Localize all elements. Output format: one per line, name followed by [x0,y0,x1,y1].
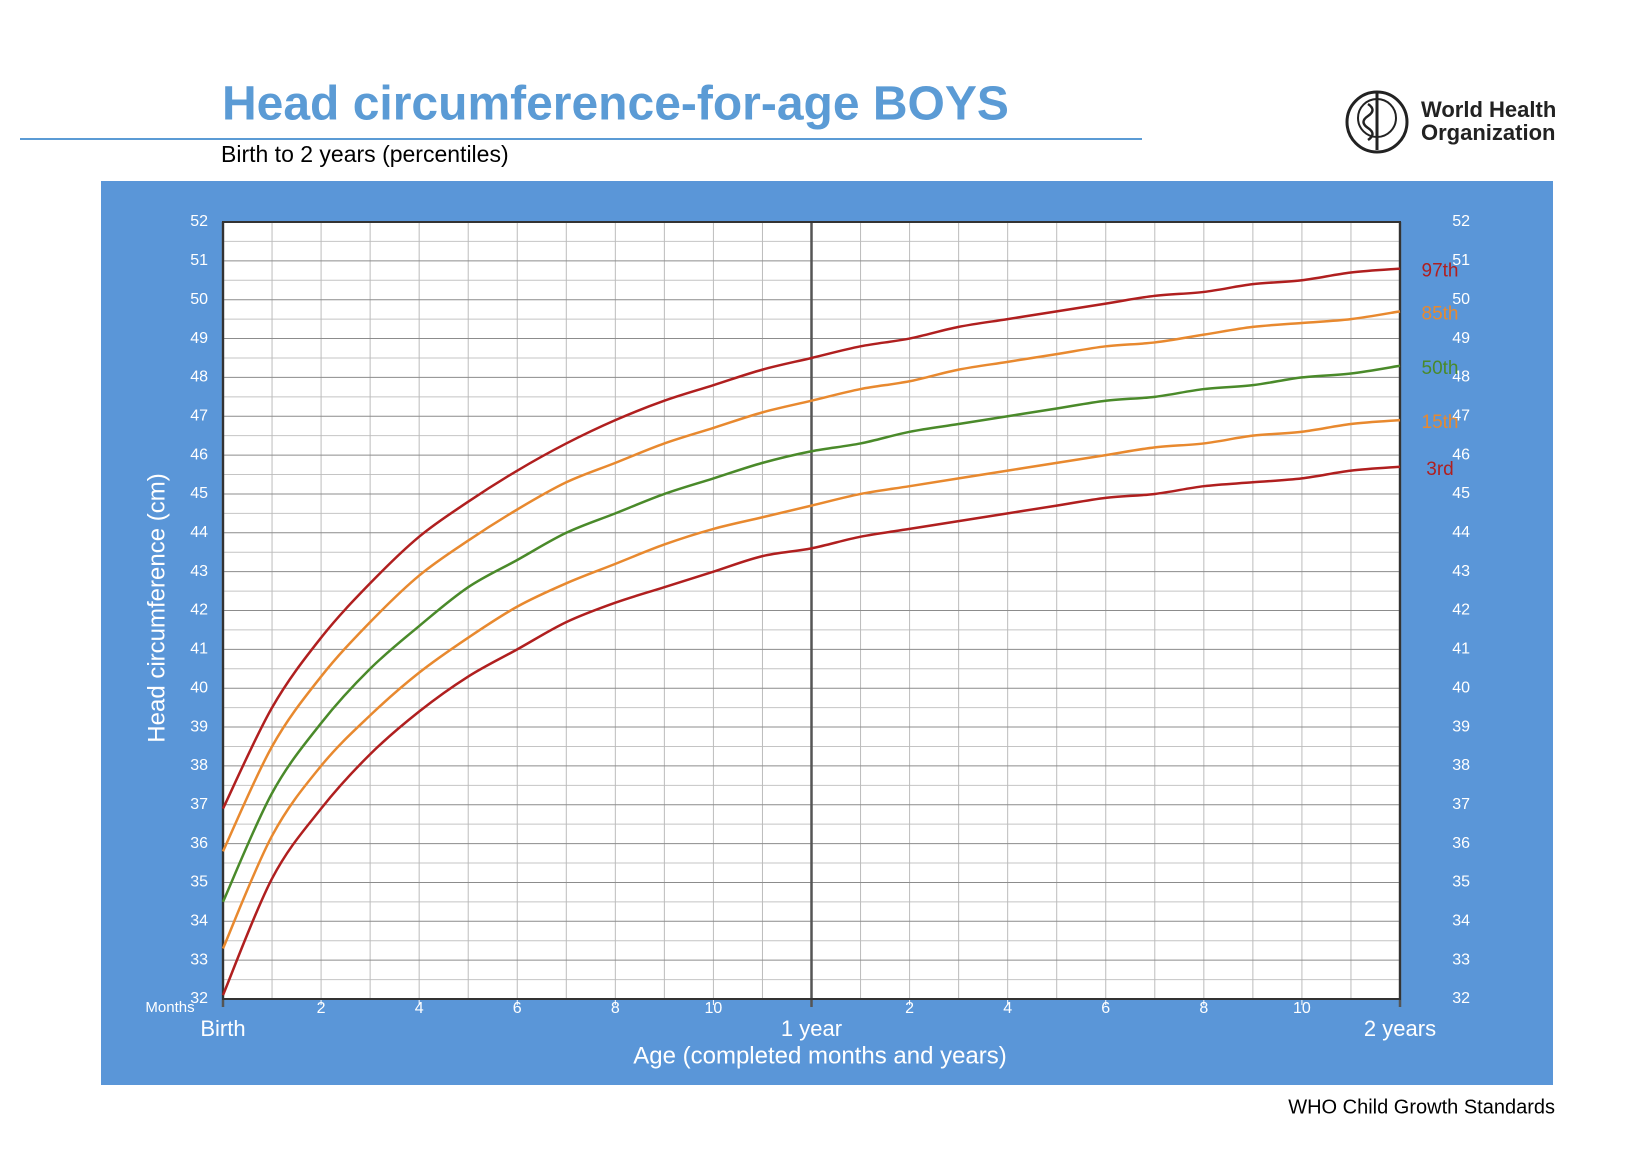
x-axis-title: Age (completed months and years) [633,1042,1007,1069]
x-major-label: 1 year [781,1016,842,1041]
who-logo [1345,90,1409,154]
x-tick-label: 6 [1101,1000,1110,1017]
y-tick-label-right: 44 [1452,524,1470,541]
y-tick-label-right: 32 [1452,990,1470,1007]
y-tick-label: 42 [190,602,208,619]
y-tick-label: 37 [190,796,208,813]
x-tick-label: 8 [611,1000,620,1017]
y-tick-label-right: 52 [1452,213,1470,230]
org-name: World Health [1421,97,1556,122]
x-unit-label: Months [145,999,194,1016]
percentile-line [221,267,1401,810]
series-label: 3rd [1426,459,1453,480]
x-tick-label: 4 [415,1000,424,1017]
y-tick-label-right: 42 [1452,602,1470,619]
y-tick-label-right: 50 [1452,291,1470,308]
y-tick-label: 50 [190,291,208,308]
y-tick-label: 36 [190,835,208,852]
x-tick-label: 10 [1293,1000,1311,1017]
y-tick-label: 32 [190,990,208,1007]
y-tick-label-right: 43 [1452,563,1470,580]
y-tick-label-right: 49 [1452,330,1470,347]
x-tick-label: 2 [317,1000,326,1017]
org-name: Organization [1421,120,1555,145]
y-tick-label: 49 [190,330,208,347]
y-tick-label-right: 40 [1452,679,1470,696]
x-tick-label: 4 [1003,1000,1012,1017]
y-tick-label: 34 [190,913,208,930]
y-tick-label-right: 46 [1452,446,1470,463]
y-tick-label-right: 35 [1452,874,1470,891]
percentile-line [221,418,1401,949]
y-tick-label: 47 [190,407,208,424]
series-label: 85th [1422,303,1459,324]
y-tick-label: 51 [190,252,208,269]
y-tick-label-right: 38 [1452,757,1470,774]
percentile-line [221,364,1401,903]
x-tick-label: 6 [513,1000,522,1017]
y-axis-title: Head circumference (cm) [143,473,170,742]
x-tick-label: 10 [705,1000,723,1017]
plot-border [222,221,1401,1000]
percentile-line [221,465,1401,996]
x-major-label: Birth [200,1016,245,1041]
series-label: 15th [1422,412,1459,433]
y-tick-label-right: 41 [1452,641,1470,658]
y-tick-label-right: 48 [1452,369,1470,386]
y-tick-label: 43 [190,563,208,580]
y-tick-label: 38 [190,757,208,774]
y-tick-label-right: 37 [1452,796,1470,813]
series-label: 50th [1422,358,1459,379]
y-tick-label-right: 33 [1452,951,1470,968]
y-tick-label: 46 [190,446,208,463]
y-tick-label: 41 [190,641,208,658]
y-tick-label: 33 [190,951,208,968]
y-tick-label: 48 [190,369,208,386]
y-tick-label: 44 [190,524,208,541]
chart-subtitle: Birth to 2 years (percentiles) [221,141,509,167]
percentile-line [221,310,1401,852]
y-tick-label-right: 47 [1452,407,1470,424]
x-major-label: 2 years [1364,1016,1436,1041]
y-tick-label-right: 34 [1452,913,1470,930]
y-tick-label: 52 [190,213,208,230]
y-tick-label-right: 51 [1452,252,1470,269]
series-label: 97th [1422,261,1459,282]
chart-title: Head circumference-for-age BOYS [222,78,1009,131]
y-tick-label: 35 [190,874,208,891]
y-tick-label-right: 39 [1452,718,1470,735]
y-tick-label: 40 [190,679,208,696]
x-tick-label: 8 [1199,1000,1208,1017]
y-tick-label: 39 [190,718,208,735]
y-tick-label: 45 [190,485,208,502]
y-tick-label-right: 45 [1452,485,1470,502]
footer: WHO Child Growth Standards [1288,1096,1555,1118]
x-tick-label: 2 [905,1000,914,1017]
y-tick-label-right: 36 [1452,835,1470,852]
